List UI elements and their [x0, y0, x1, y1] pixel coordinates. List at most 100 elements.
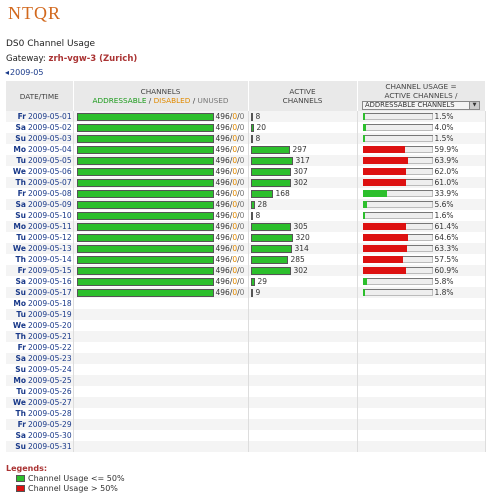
usage-cell: 61.0% — [357, 177, 486, 188]
active-bar — [250, 277, 255, 286]
date-link[interactable]: 2009-05-28 — [28, 409, 72, 418]
active-cell — [248, 320, 358, 331]
date-cell[interactable]: Mo 2009-05-25 — [6, 375, 74, 386]
active-value: 320 — [295, 233, 310, 242]
date-cell[interactable]: Sa 2009-05-02 — [6, 122, 74, 133]
date-link[interactable]: 2009-05-06 — [28, 167, 72, 176]
date-cell[interactable]: Mo 2009-05-04 — [6, 144, 74, 155]
usage-value: 64.6% — [434, 233, 459, 242]
date-cell[interactable]: Mo 2009-05-18 — [6, 298, 74, 309]
weekday: Fr — [17, 189, 26, 198]
date-cell[interactable]: Fr 2009-05-29 — [6, 419, 74, 430]
date-link[interactable]: 2009-05-13 — [28, 244, 72, 253]
gateway-line: Gateway: zrh-vgw-3 (Zurich) — [6, 54, 137, 64]
date-link[interactable]: 2009-05-19 — [28, 310, 72, 319]
capacity-values: 496/0/0 — [215, 266, 245, 275]
date-link[interactable]: 2009-05-12 — [28, 233, 72, 242]
date-cell[interactable]: Tu 2009-05-05 — [6, 155, 74, 166]
usage-mode-select[interactable]: ADDRESSABLE CHANNELS ▼ — [362, 101, 480, 110]
date-cell[interactable]: Su 2009-05-24 — [6, 364, 74, 375]
date-link[interactable]: 2009-05-16 — [28, 277, 72, 286]
date-cell[interactable]: Fr 2009-05-08 — [6, 188, 74, 199]
month-nav-back[interactable]: ◂2009-05 — [5, 68, 43, 77]
date-link[interactable]: 2009-05-27 — [28, 398, 72, 407]
date-cell[interactable]: Su 2009-05-03 — [6, 133, 74, 144]
date-link[interactable]: 2009-05-20 — [28, 321, 72, 330]
date-link[interactable]: 2009-05-05 — [28, 156, 72, 165]
date-cell[interactable]: Sa 2009-05-23 — [6, 353, 74, 364]
weekday: We — [12, 321, 26, 330]
date-link[interactable]: 2009-05-29 — [28, 420, 72, 429]
date-link[interactable]: 2009-05-25 — [28, 376, 72, 385]
date-cell[interactable]: We 2009-05-06 — [6, 166, 74, 177]
triangle-left-icon: ◂ — [5, 68, 10, 77]
date-cell[interactable]: Su 2009-05-31 — [6, 441, 74, 452]
date-link[interactable]: 2009-05-15 — [28, 266, 72, 275]
date-link[interactable]: 2009-05-03 — [28, 134, 72, 143]
usage-fill — [362, 190, 387, 197]
date-link[interactable]: 2009-05-11 — [28, 222, 72, 231]
date-link[interactable]: 2009-05-14 — [28, 255, 72, 264]
active-bar — [250, 112, 253, 121]
table-row: Fr 2009-05-08 496/0/0 168 33.9% — [6, 188, 486, 199]
date-cell[interactable]: We 2009-05-27 — [6, 397, 74, 408]
date-link[interactable]: 2009-05-26 — [28, 387, 72, 396]
date-cell[interactable]: Mo 2009-05-11 — [6, 221, 74, 232]
usage-track — [362, 135, 433, 142]
usage-cell: 1.5% — [357, 133, 486, 144]
active-cell: 302 — [248, 265, 358, 276]
capacity-values: 496/0/0 — [215, 288, 245, 297]
date-cell[interactable]: Su 2009-05-17 — [6, 287, 74, 298]
date-cell[interactable]: Tu 2009-05-12 — [6, 232, 74, 243]
date-cell[interactable]: Th 2009-05-28 — [6, 408, 74, 419]
channels-cell: 496/0/0 — [73, 232, 249, 243]
red-swatch — [16, 485, 25, 492]
weekday: Fr — [17, 343, 26, 352]
date-link[interactable]: 2009-05-09 — [28, 200, 72, 209]
date-link[interactable]: 2009-05-21 — [28, 332, 72, 341]
date-link[interactable]: 2009-05-22 — [28, 343, 72, 352]
date-link[interactable]: 2009-05-17 — [28, 288, 72, 297]
weekday: Fr — [17, 266, 26, 275]
capacity-bar — [76, 255, 214, 264]
active-cell: 9 — [248, 287, 358, 298]
active-value: 285 — [290, 255, 305, 264]
usage-cell: 5.6% — [357, 199, 486, 210]
date-link[interactable]: 2009-05-08 — [28, 189, 72, 198]
date-cell[interactable]: Sa 2009-05-30 — [6, 430, 74, 441]
date-cell[interactable]: Sa 2009-05-16 — [6, 276, 74, 287]
active-bar — [250, 288, 253, 297]
legends-title: Legends: — [6, 464, 48, 473]
weekday: Tu — [16, 387, 26, 396]
date-link[interactable]: 2009-05-02 — [28, 123, 72, 132]
usage-fill — [362, 234, 408, 241]
date-link[interactable]: 2009-05-31 — [28, 442, 72, 451]
date-cell[interactable]: We 2009-05-20 — [6, 320, 74, 331]
date-link[interactable]: 2009-05-01 — [28, 112, 72, 121]
date-cell[interactable]: Th 2009-05-21 — [6, 331, 74, 342]
date-cell[interactable]: Th 2009-05-14 — [6, 254, 74, 265]
date-cell[interactable]: Su 2009-05-10 — [6, 210, 74, 221]
green-swatch — [16, 475, 25, 482]
date-cell[interactable]: Sa 2009-05-09 — [6, 199, 74, 210]
date-link[interactable]: 2009-05-30 — [28, 431, 72, 440]
date-link[interactable]: 2009-05-23 — [28, 354, 72, 363]
capacity-values: 496/0/0 — [215, 277, 245, 286]
date-link[interactable]: 2009-05-24 — [28, 365, 72, 374]
date-cell[interactable]: Fr 2009-05-15 — [6, 265, 74, 276]
date-cell[interactable]: Fr 2009-05-22 — [6, 342, 74, 353]
date-cell[interactable]: We 2009-05-13 — [6, 243, 74, 254]
date-cell[interactable]: Fr 2009-05-01 — [6, 111, 74, 122]
date-cell[interactable]: Tu 2009-05-19 — [6, 309, 74, 320]
date-link[interactable]: 2009-05-04 — [28, 145, 72, 154]
date-cell[interactable]: Tu 2009-05-26 — [6, 386, 74, 397]
date-link[interactable]: 2009-05-18 — [28, 299, 72, 308]
date-link[interactable]: 2009-05-07 — [28, 178, 72, 187]
capacity-values: 496/0/0 — [215, 189, 245, 198]
legends: Legends: Channel Usage <= 50% Channel Us… — [6, 464, 125, 493]
usage-cell — [357, 375, 486, 386]
active-bar — [250, 233, 293, 242]
active-bar — [250, 189, 273, 198]
date-link[interactable]: 2009-05-10 — [28, 211, 72, 220]
date-cell[interactable]: Th 2009-05-07 — [6, 177, 74, 188]
